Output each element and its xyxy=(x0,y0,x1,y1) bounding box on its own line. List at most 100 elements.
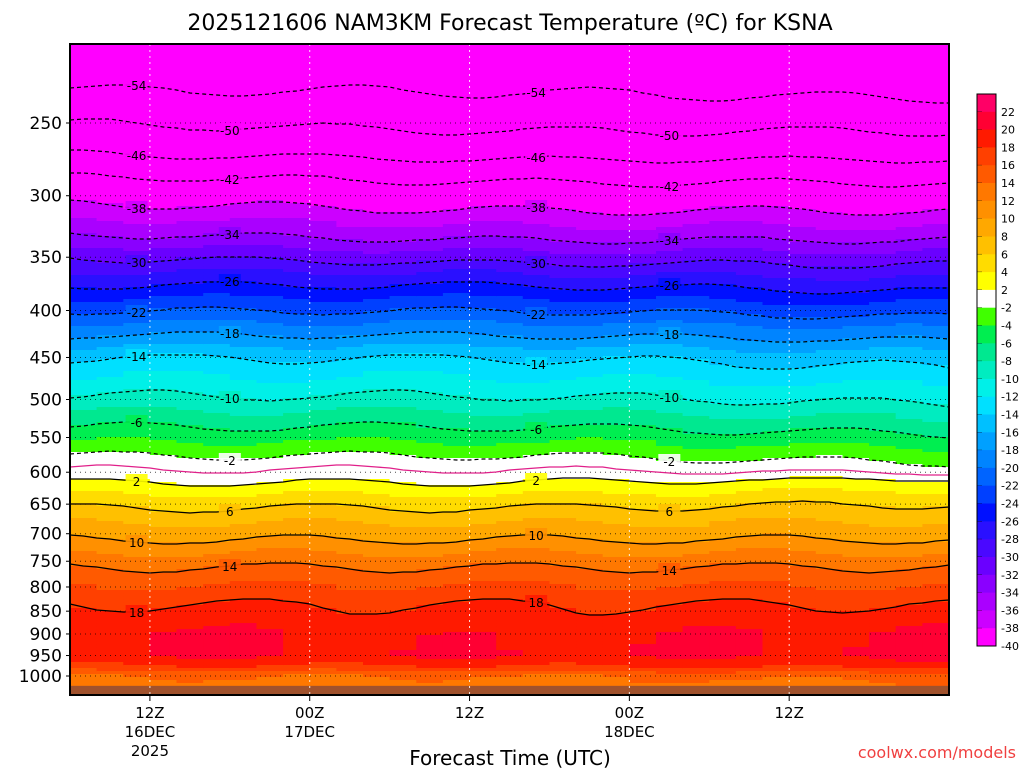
temp-cell xyxy=(496,446,524,450)
temp-cell xyxy=(123,488,151,492)
temp-cell xyxy=(522,668,550,672)
temp-cell xyxy=(549,218,577,222)
temp-cell xyxy=(442,281,471,285)
temp-cell xyxy=(496,248,524,252)
temp-cell xyxy=(96,647,124,651)
temp-cell xyxy=(70,629,98,633)
temp-cell xyxy=(203,635,231,639)
temp-cell xyxy=(283,338,311,342)
temp-cell xyxy=(389,458,417,462)
temp-cell xyxy=(629,545,657,549)
temp-cell xyxy=(656,641,684,645)
temp-cell xyxy=(602,527,630,531)
temp-cell xyxy=(229,629,257,633)
temp-cell xyxy=(389,299,417,303)
temp-cell xyxy=(336,518,364,522)
temp-cell xyxy=(496,95,524,99)
temp-cell xyxy=(256,488,284,492)
temp-cell xyxy=(149,668,178,672)
temp-cell xyxy=(149,572,178,576)
temp-cell xyxy=(442,524,471,528)
temp-cell xyxy=(336,401,364,405)
temp-cell xyxy=(442,212,471,216)
temp-cell xyxy=(96,233,124,237)
temp-cell xyxy=(602,131,630,135)
temp-cell xyxy=(336,584,364,588)
temp-cell xyxy=(496,455,524,459)
temp-cell xyxy=(336,602,364,606)
temp-cell xyxy=(469,83,497,87)
temp-cell xyxy=(96,668,124,672)
temp-cell xyxy=(123,590,151,594)
temp-cell xyxy=(123,431,151,435)
temp-cell xyxy=(442,401,471,405)
temp-cell xyxy=(416,605,444,609)
temp-cell xyxy=(229,680,257,684)
temp-cell xyxy=(602,299,630,303)
temp-cell xyxy=(496,287,524,291)
temp-cell xyxy=(283,542,311,546)
temp-cell xyxy=(256,227,284,231)
temp-cell xyxy=(416,626,444,630)
temp-cell xyxy=(656,497,684,501)
temp-cell xyxy=(96,56,124,60)
temp-cell xyxy=(576,128,604,132)
temp-cell xyxy=(629,560,657,564)
temp-cell xyxy=(363,557,391,561)
temp-cell xyxy=(203,236,231,240)
temp-cell xyxy=(522,461,550,465)
temp-cell xyxy=(522,326,550,330)
temp-cell xyxy=(363,233,391,237)
temp-cell xyxy=(336,182,364,186)
temp-cell xyxy=(229,212,257,216)
temp-cell xyxy=(496,389,524,393)
temp-cell xyxy=(549,284,577,288)
temp-cell xyxy=(442,287,471,291)
temp-cell xyxy=(70,230,98,234)
temp-cell xyxy=(469,554,497,558)
temp-cell xyxy=(283,80,311,84)
temp-cell xyxy=(256,575,284,579)
temp-cell xyxy=(203,677,231,681)
temp-cell xyxy=(602,86,630,90)
temp-cell xyxy=(602,449,630,453)
temp-cell xyxy=(389,461,417,465)
temp-cell xyxy=(203,572,231,576)
temp-cell xyxy=(96,581,124,585)
temp-cell xyxy=(576,593,604,597)
temp-cell xyxy=(656,653,684,657)
temp-cell xyxy=(656,89,684,93)
temp-cell xyxy=(469,353,497,357)
temp-cell xyxy=(229,248,257,252)
temp-cell xyxy=(602,680,630,684)
temp-cell xyxy=(496,539,524,543)
temp-cell xyxy=(416,86,444,90)
temp-cell xyxy=(522,329,550,333)
temp-cell xyxy=(522,116,550,120)
temp-cell xyxy=(96,599,124,603)
temp-cell xyxy=(602,155,630,159)
temp-cell xyxy=(496,626,524,630)
temp-cell xyxy=(629,356,657,360)
temp-cell xyxy=(70,446,98,450)
temp-cell xyxy=(629,548,657,552)
temp-cell xyxy=(123,413,151,417)
temp-cell xyxy=(442,653,471,657)
temp-cell xyxy=(123,65,151,69)
temp-cell xyxy=(96,299,124,303)
temp-cell xyxy=(309,218,337,222)
temp-cell xyxy=(469,524,497,528)
temp-cell xyxy=(70,161,98,165)
temp-cell xyxy=(70,296,98,300)
temp-cell xyxy=(96,554,124,558)
temp-cell xyxy=(176,134,204,138)
temp-cell xyxy=(656,314,684,318)
temp-cell xyxy=(602,503,630,507)
temp-cell xyxy=(229,665,257,669)
temp-cell xyxy=(176,290,204,294)
temp-cell xyxy=(389,104,417,108)
temp-cell xyxy=(309,362,337,366)
temp-cell xyxy=(442,614,471,618)
temp-cell xyxy=(389,86,417,90)
temp-cell xyxy=(602,623,630,627)
